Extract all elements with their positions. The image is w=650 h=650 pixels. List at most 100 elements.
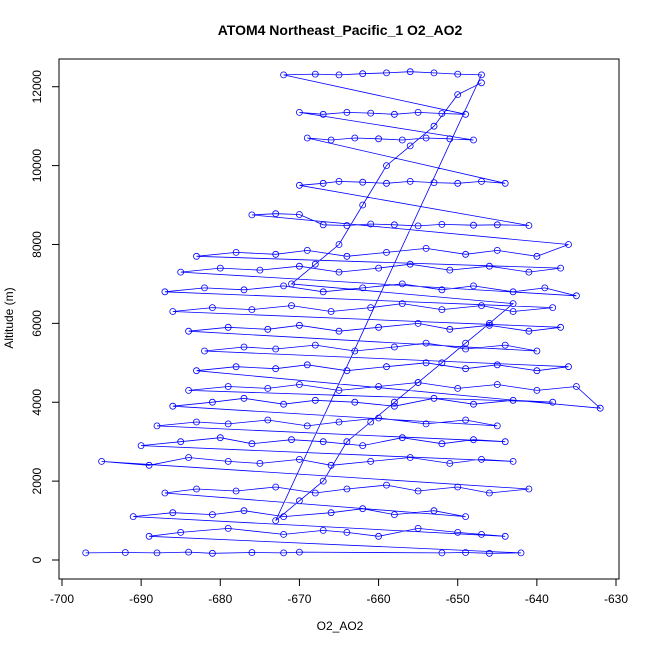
data-point	[470, 436, 477, 444]
data-point	[240, 394, 248, 402]
data-point	[470, 221, 477, 229]
data-point	[549, 304, 557, 312]
data-point	[240, 343, 248, 351]
data-point	[525, 327, 533, 335]
data-point	[264, 384, 272, 392]
data-point	[462, 365, 470, 373]
data-point	[280, 531, 288, 538]
data-point	[438, 549, 446, 557]
data-point	[414, 222, 422, 230]
data-point	[525, 268, 533, 276]
data-point	[493, 221, 501, 229]
x-axis-label: O2_AO2	[317, 619, 364, 633]
data-point	[319, 438, 327, 446]
chart-title: ATOM4 Northeast_Pacific_1 O2_AO2	[218, 22, 463, 38]
data-point	[280, 400, 288, 408]
data-point	[367, 109, 375, 117]
x-tick-label: -670	[287, 592, 311, 606]
data-point	[462, 110, 470, 118]
data-point	[375, 414, 383, 422]
x-tick-label: -680	[208, 592, 232, 606]
data-point	[525, 485, 533, 493]
data-point	[533, 252, 541, 260]
data-point	[493, 361, 501, 369]
data-point	[422, 420, 430, 428]
data-point	[398, 300, 406, 308]
data-point	[288, 436, 295, 444]
data-point	[327, 136, 335, 144]
data-point	[295, 181, 303, 189]
data-point	[406, 260, 414, 268]
data-point	[398, 136, 406, 144]
data-point	[485, 319, 493, 327]
data-point	[596, 404, 604, 412]
data-point	[422, 244, 430, 252]
y-axis: 0 2000 4000 6000 8000 10000 12000	[30, 70, 59, 563]
data-point	[208, 549, 216, 557]
data-point	[216, 264, 224, 272]
data-point	[359, 70, 367, 78]
data-point	[311, 260, 319, 268]
data-point	[430, 507, 438, 515]
data-point	[438, 306, 446, 314]
data-point	[501, 341, 509, 349]
data-point	[335, 386, 343, 394]
data-point	[177, 529, 185, 536]
data-point	[208, 304, 216, 312]
data-point	[462, 549, 470, 556]
data-point	[359, 284, 367, 292]
data-point	[208, 511, 216, 518]
data-point	[446, 459, 454, 467]
data-point	[280, 282, 288, 290]
data-point	[438, 440, 446, 448]
data-point	[573, 383, 580, 390]
data-point	[485, 262, 493, 270]
data-point	[145, 532, 153, 540]
data-point	[232, 487, 240, 495]
data-point	[485, 549, 493, 557]
data-point	[383, 69, 390, 77]
data-point	[414, 379, 422, 386]
data-point	[533, 367, 541, 375]
data-point	[161, 288, 169, 296]
data-point	[343, 367, 351, 375]
data-point	[335, 418, 343, 426]
data-point	[359, 178, 367, 186]
data-point	[462, 416, 470, 424]
data-point	[375, 383, 383, 390]
data-point	[501, 179, 509, 187]
data-point	[319, 477, 327, 485]
data-point	[509, 457, 517, 465]
data-point	[383, 248, 390, 256]
data-point	[343, 222, 351, 229]
data-point	[541, 284, 549, 292]
data-point	[319, 288, 327, 296]
data-point	[137, 442, 145, 450]
data-point	[438, 359, 446, 367]
data-point	[375, 135, 383, 143]
data-point	[493, 422, 501, 430]
y-tick-label: 2000	[30, 467, 44, 494]
data-point	[295, 548, 303, 556]
data-point	[454, 384, 462, 392]
plot-area-frame	[58, 58, 620, 580]
data-point	[367, 304, 375, 312]
data-point	[193, 252, 200, 260]
data-point	[478, 177, 485, 185]
data-point	[383, 162, 390, 170]
data-point	[288, 302, 295, 310]
data-point	[185, 386, 193, 394]
data-point	[446, 325, 454, 333]
data-point	[359, 442, 367, 450]
data-point	[248, 306, 256, 314]
data-point	[177, 438, 185, 446]
data-point	[390, 221, 398, 229]
data-point	[351, 398, 359, 406]
data-point	[295, 321, 303, 329]
data-point	[224, 525, 232, 532]
data-point	[311, 489, 319, 497]
data-point	[98, 457, 105, 465]
data-point	[303, 422, 311, 430]
data-point	[390, 343, 398, 351]
